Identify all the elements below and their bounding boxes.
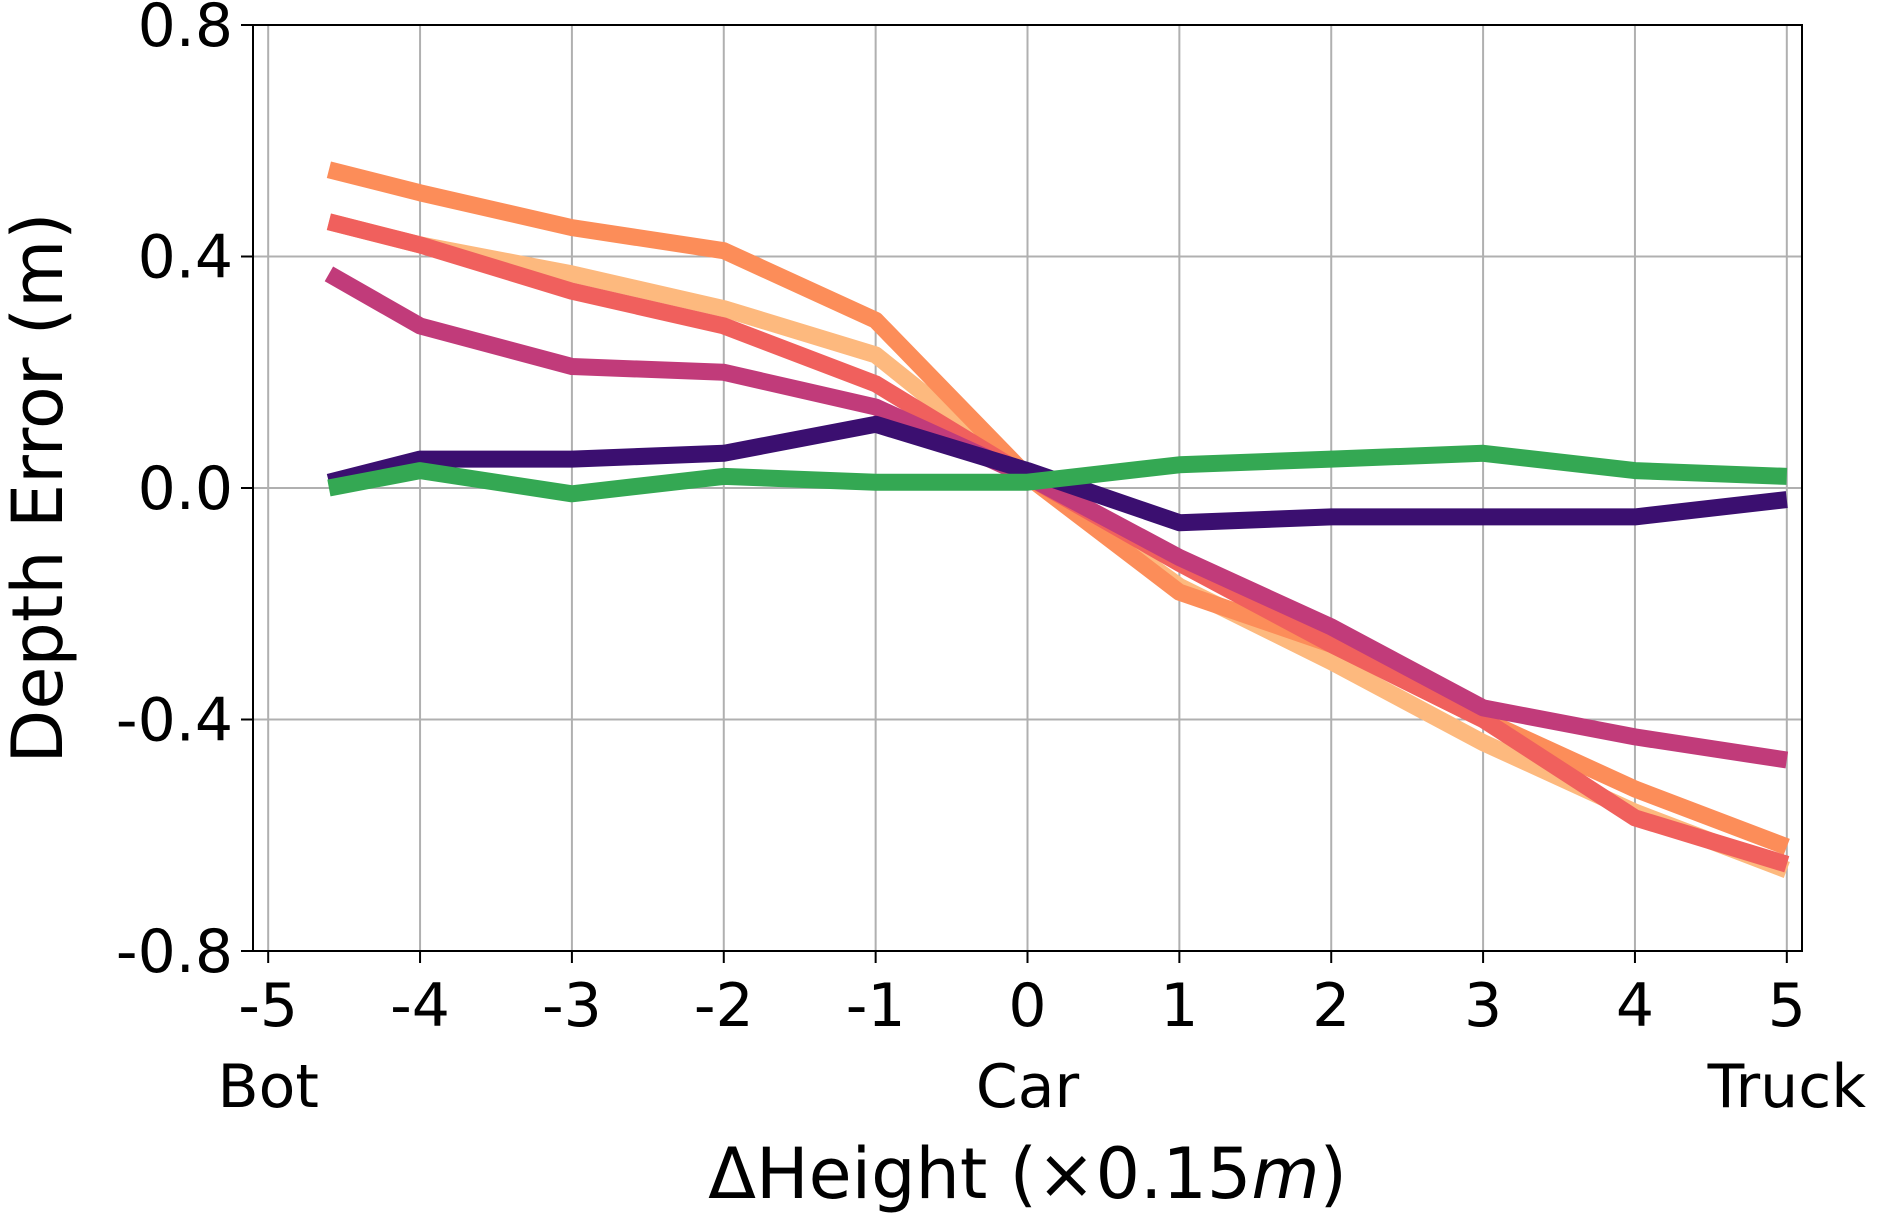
x-tick-label: -3	[542, 971, 602, 1041]
y-tick-label: -0.8	[116, 917, 233, 987]
category-label: Truck	[1707, 1052, 1867, 1122]
x-tick-label: 2	[1312, 971, 1350, 1041]
x-tick-label: 1	[1160, 971, 1198, 1041]
series-lines	[324, 161, 1790, 878]
x-tick-label: 3	[1464, 971, 1502, 1041]
x-tick-labels: -5 -4 -3 -2 -1 0 1 2 3 4 5	[238, 971, 1806, 1041]
x-tick-label: 0	[1008, 971, 1046, 1041]
y-tick-labels: -0.8 -0.4 0.0 0.4 0.8	[116, 0, 233, 987]
x-tick-label: -1	[846, 971, 906, 1041]
category-label: Car	[976, 1052, 1080, 1122]
y-tick-label: -0.4	[116, 686, 233, 756]
series-line-3	[326, 213, 1790, 873]
y-axis-label: Depth Error (m)	[0, 212, 79, 763]
series-line-5	[326, 415, 1788, 532]
category-labels: Bot Car Truck	[217, 1052, 1866, 1122]
x-tick-label: -4	[390, 971, 450, 1041]
x-tick-label: 5	[1768, 971, 1806, 1041]
x-axis-label: ΔHeight (×0.15m)	[708, 1133, 1347, 1215]
x-tick-label: 4	[1616, 971, 1654, 1041]
y-tick-label: 0.4	[138, 223, 233, 293]
y-tick-label: 0.0	[138, 454, 233, 524]
tick-marks	[241, 24, 1788, 963]
x-tick-label: -5	[238, 971, 298, 1041]
y-tick-label: 0.8	[138, 0, 233, 61]
x-tick-label: -2	[694, 971, 754, 1041]
category-label: Bot	[217, 1052, 318, 1122]
series-line-6	[327, 444, 1788, 503]
